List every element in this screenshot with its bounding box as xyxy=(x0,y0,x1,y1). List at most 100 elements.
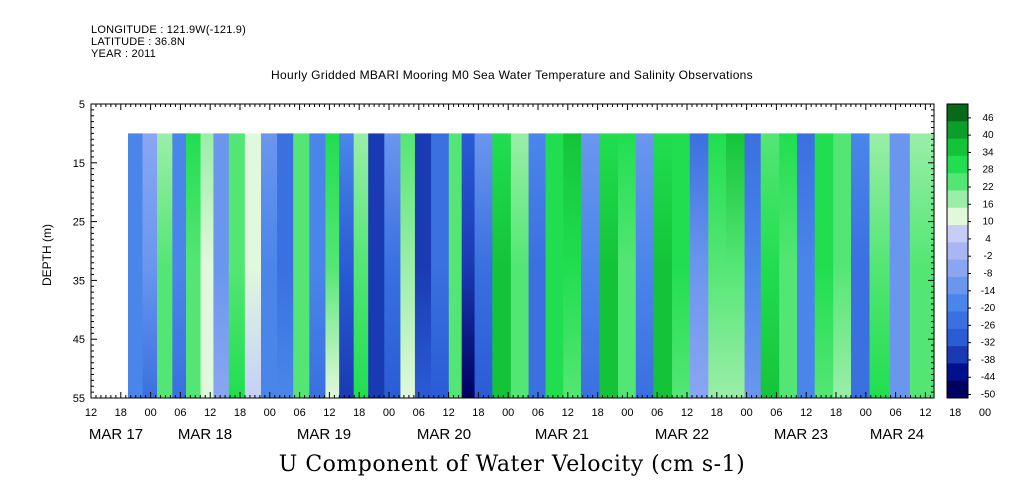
x-day-label: MAR 20 xyxy=(417,426,471,443)
colorbar-label: 16 xyxy=(982,199,994,210)
x-hour-label: 06 xyxy=(293,407,305,419)
colorbar-label: -38 xyxy=(981,355,996,366)
heatmap-column xyxy=(339,133,355,398)
x-hour-label: 12 xyxy=(442,407,454,419)
x-day-label: MAR 23 xyxy=(774,426,828,443)
colorbar-swatch xyxy=(947,259,968,278)
colorbar-label: 22 xyxy=(982,182,994,193)
heatmap-column xyxy=(635,133,655,398)
heatmap-column xyxy=(461,133,476,398)
heatmap-column xyxy=(814,133,834,398)
colorbar-label: -14 xyxy=(981,286,996,297)
heatmap-column xyxy=(325,133,340,398)
plot-area xyxy=(90,103,935,399)
x-hour-label: 18 xyxy=(949,407,961,419)
colorbar-swatch xyxy=(947,173,968,191)
x-hour-label: 12 xyxy=(204,407,216,419)
x-day-label: MAR 19 xyxy=(297,426,351,443)
colorbar-label: 46 xyxy=(982,113,994,124)
heatmap-column xyxy=(260,133,278,398)
heatmap-column xyxy=(228,133,246,398)
heatmap-column xyxy=(726,133,746,398)
heatmap-column xyxy=(909,133,935,398)
y-axis-title: DEPTH (m) xyxy=(40,224,54,286)
x-hour-label: 06 xyxy=(651,407,663,419)
colorbar-label: 4 xyxy=(985,234,991,245)
colorbar: 46 40 34 28 22 16 10 4 -2 -8 -14 -20 -26 -32 -38 -44 -50 xyxy=(946,103,996,401)
x-hour-label: 00 xyxy=(979,407,991,419)
heatmap-column xyxy=(833,133,852,398)
heatmap-column xyxy=(672,133,691,398)
heatmap-column xyxy=(545,133,564,398)
colorbar-swatch xyxy=(947,138,968,157)
x-day-label: MAR 17 xyxy=(89,426,143,443)
heatmap-column xyxy=(128,133,144,398)
heatmap-column xyxy=(448,133,463,398)
heatmap-column xyxy=(689,133,709,398)
heatmap-column xyxy=(618,133,637,398)
heatmap-column xyxy=(200,133,215,398)
x-hour-label: 06 xyxy=(532,407,544,419)
colorbar-swatch xyxy=(947,363,968,382)
heatmap-column xyxy=(492,133,512,398)
latitude-label: LATITUDE : 36.8N xyxy=(91,36,186,48)
colorbar-swatch xyxy=(947,207,968,226)
heatmap-column xyxy=(353,133,369,398)
y-tick-label: 25 xyxy=(73,217,85,229)
heatmap-column xyxy=(796,133,816,398)
heatmap-column xyxy=(580,133,601,398)
colorbar-label: -50 xyxy=(981,390,996,401)
colorbar-label: 40 xyxy=(982,130,994,141)
colorbar-label: -32 xyxy=(981,338,996,349)
x-hour-label: 18 xyxy=(591,407,603,419)
colorbar-swatch xyxy=(947,311,968,330)
heatmap-column xyxy=(599,133,619,398)
x-hour-label: 00 xyxy=(502,407,514,419)
colorbar-swatch xyxy=(947,225,968,243)
x-hour-label: 18 xyxy=(115,407,127,419)
heatmap-column xyxy=(400,133,416,398)
x-hour-label: 18 xyxy=(830,407,842,419)
x-axis-title: U Component of Water Velocity (cm s-1) xyxy=(278,452,746,477)
x-day-label: MAR 24 xyxy=(870,426,924,443)
heatmap-column xyxy=(744,133,762,398)
y-tick-label: 35 xyxy=(73,275,85,287)
colorbar-swatch xyxy=(947,190,968,209)
x-hour-label: 12 xyxy=(800,407,812,419)
heatmap-column xyxy=(510,133,530,398)
y-tick-label: 45 xyxy=(73,334,85,346)
heatmap-column xyxy=(368,133,385,398)
x-hour-label: 12 xyxy=(85,407,97,419)
y-axis: DEPTH (m) 5 15 25 35 45 55 xyxy=(40,99,934,405)
x-axis: 12 18 00 06 12 18 00 06 12 18 00 06 12 18 00 06 12 18 00 06… xyxy=(85,104,1009,443)
heatmap-column xyxy=(157,133,173,398)
x-hour-label: 06 xyxy=(770,407,782,419)
colorbar-swatch xyxy=(947,276,968,295)
heatmap-column xyxy=(277,133,294,398)
x-hour-label: 06 xyxy=(889,407,901,419)
heatmap-column xyxy=(869,133,891,398)
colorbar-swatch xyxy=(947,121,968,140)
heatmap-column xyxy=(528,133,547,398)
colorbar-swatch xyxy=(947,328,968,347)
heatmap-column xyxy=(384,133,402,398)
heatmap-column xyxy=(309,133,327,398)
heatmap-column xyxy=(889,133,911,398)
colorbar-label: -8 xyxy=(984,268,993,279)
colorbar-swatch xyxy=(947,104,968,122)
x-hour-label: 18 xyxy=(711,407,723,419)
x-hour-label: 12 xyxy=(323,407,335,419)
heatmap-column xyxy=(414,133,432,398)
colorbar-label: -2 xyxy=(984,251,993,262)
x-hour-label: 00 xyxy=(264,407,276,419)
colorbar-label: 10 xyxy=(982,217,994,228)
x-day-label: MAR 18 xyxy=(178,426,232,443)
x-hour-label: 06 xyxy=(174,407,186,419)
x-hour-label: 18 xyxy=(234,407,246,419)
x-hour-label: 06 xyxy=(413,407,425,419)
heatmap-column xyxy=(186,133,202,398)
year-label: YEAR : 2011 xyxy=(91,48,156,60)
x-day-label: MAR 22 xyxy=(655,426,709,443)
x-hour-label: 18 xyxy=(353,407,365,419)
